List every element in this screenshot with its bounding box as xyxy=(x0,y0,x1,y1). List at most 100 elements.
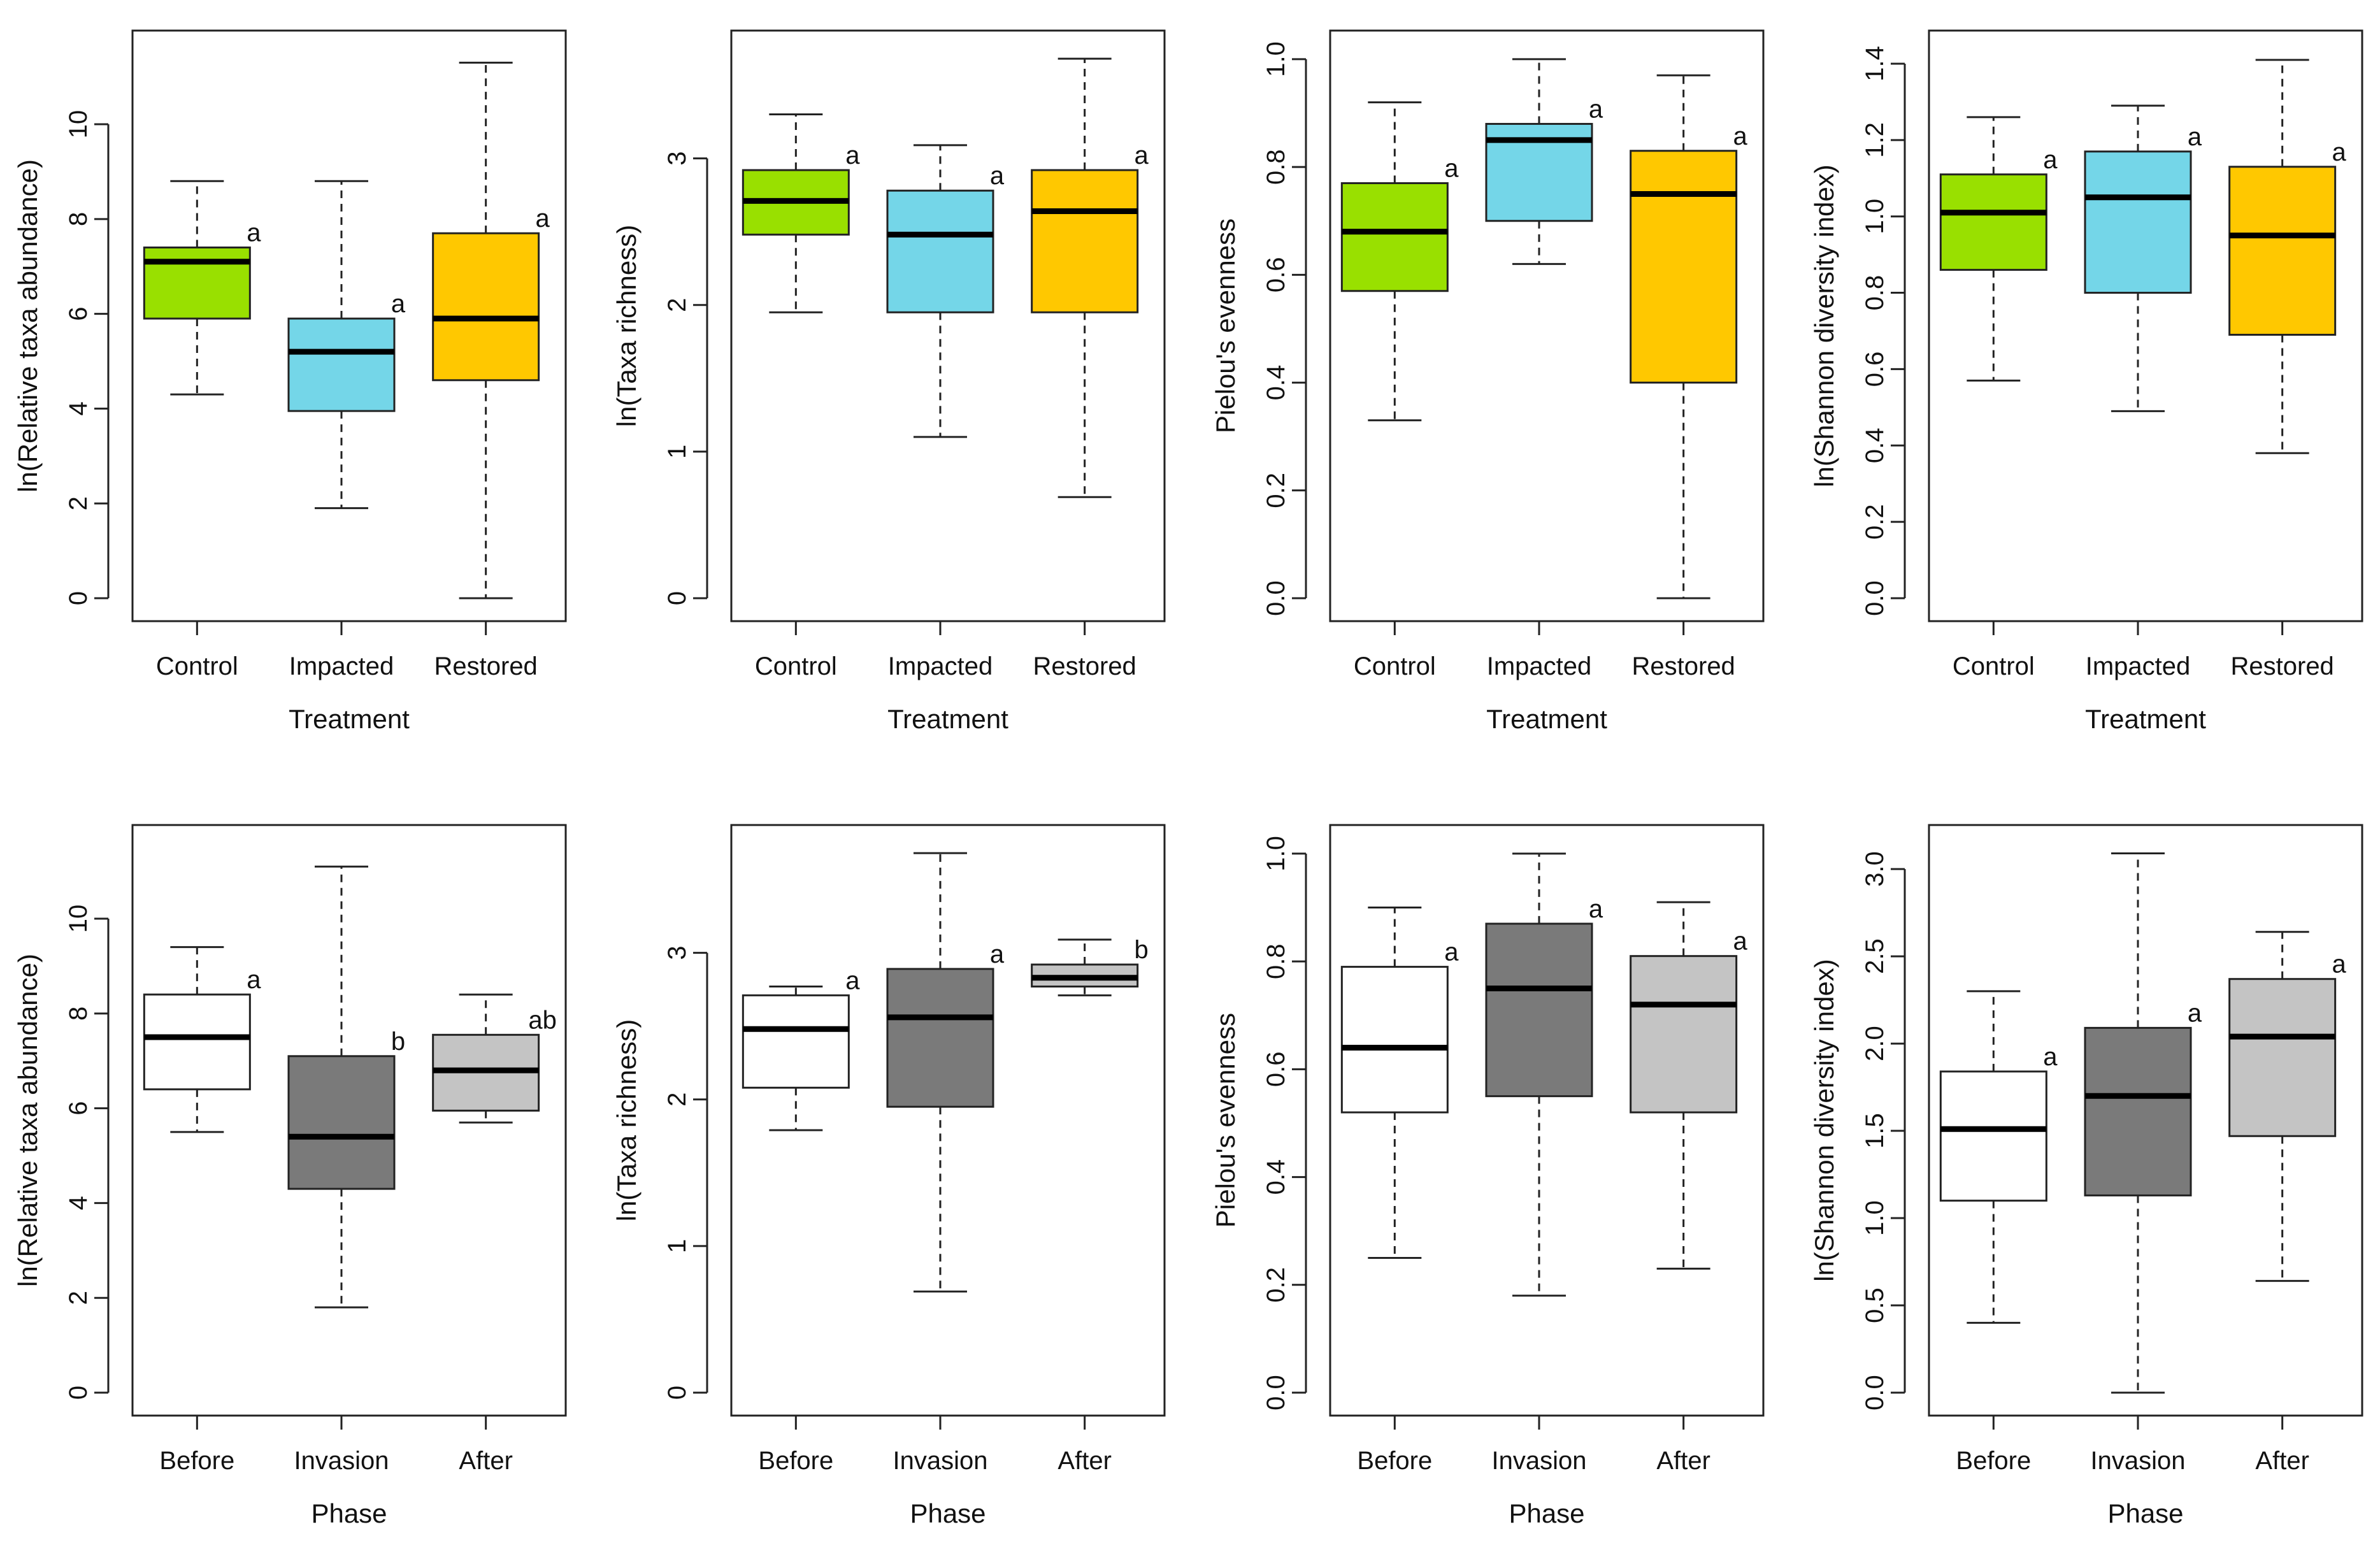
y-tick-label: 0.6 xyxy=(1861,352,1889,387)
y-tick-label: 10 xyxy=(64,110,92,139)
significance-label: a xyxy=(2332,138,2347,166)
box-restored: a xyxy=(1031,57,1149,498)
y-tick-label: 1 xyxy=(663,1239,691,1253)
significance-label: a xyxy=(2188,999,2202,1027)
y-tick-label: 0 xyxy=(64,591,92,605)
panel-7: 0.0 0.2 0.4 0.6 0.8 1.0 Pielou's evenness Befor… xyxy=(1210,824,1765,1528)
significance-label: a xyxy=(2332,951,2347,979)
box-control: a xyxy=(1939,116,2058,382)
significance-label: a xyxy=(391,290,406,318)
significance-label: a xyxy=(845,966,860,994)
box-after: ab xyxy=(432,993,557,1124)
x-tick-label: Before xyxy=(159,1447,234,1475)
box-impacted: a xyxy=(287,180,406,510)
box-invasion: b xyxy=(287,865,405,1309)
box-impacted: a xyxy=(1485,58,1603,265)
significance-label: a xyxy=(1589,895,1603,923)
x-axis-title: Phase xyxy=(910,1498,986,1528)
y-tick-label: 0.0 xyxy=(1262,1375,1290,1410)
significance-label: a xyxy=(1135,141,1149,169)
significance-label: a xyxy=(845,141,860,169)
panel-2: 0 1 2 3 ln(Taxa richness) Control Impacted Rest… xyxy=(612,29,1166,734)
significance-label: a xyxy=(247,966,261,994)
y-tick-label: 1.5 xyxy=(1861,1113,1889,1149)
y-axis-title: ln(Taxa richness) xyxy=(612,225,642,427)
iqr-box xyxy=(1630,955,1738,1114)
x-tick-label: Impacted xyxy=(2086,652,2191,680)
panel-5: 0 2 4 6 8 10 ln(Relative taxa abundance) Before… xyxy=(13,824,567,1528)
iqr-box xyxy=(1031,169,1139,313)
box-invasion: a xyxy=(886,852,1005,1293)
box-after: a xyxy=(1630,901,1748,1270)
x-tick-label: Impacted xyxy=(888,652,993,680)
y-axis-title: ln(Taxa richness) xyxy=(612,1019,642,1221)
panel-6: 0 1 2 3 ln(Taxa richness) Before Invasion After… xyxy=(612,824,1166,1528)
y-tick-label: 0 xyxy=(663,591,691,605)
y-tick-label: 0.8 xyxy=(1262,944,1290,979)
y-tick-label: 6 xyxy=(64,306,92,320)
y-tick-label: 0 xyxy=(64,1386,92,1400)
y-tick-label: 6 xyxy=(64,1101,92,1115)
y-tick-label: 2 xyxy=(64,496,92,510)
plot-frame xyxy=(1329,29,1765,622)
significance-label: a xyxy=(2188,123,2202,151)
plot-frame xyxy=(730,824,1166,1417)
x-tick-label: Invasion xyxy=(1492,1447,1587,1475)
y-tick-label: 2.0 xyxy=(1861,1026,1889,1061)
iqr-box xyxy=(287,317,396,412)
significance-label: a xyxy=(247,219,261,247)
y-tick-label: 0.0 xyxy=(1262,580,1290,616)
y-tick-label: 3 xyxy=(663,151,691,165)
iqr-box xyxy=(1630,150,1738,384)
box-after: a xyxy=(2228,931,2347,1282)
x-tick-label: Before xyxy=(758,1447,833,1475)
y-tick-label: 1.0 xyxy=(1861,1200,1889,1236)
box-before: a xyxy=(143,946,261,1133)
x-axis-title: Phase xyxy=(311,1498,387,1528)
y-tick-label: 0.2 xyxy=(1262,1267,1290,1303)
x-tick-label: Invasion xyxy=(2091,1447,2186,1475)
x-tick-label: Control xyxy=(1953,652,2035,680)
box-restored: a xyxy=(1630,74,1748,599)
significance-label: a xyxy=(990,940,1005,968)
y-tick-label: 1.2 xyxy=(1861,122,1889,158)
x-tick-label: Restored xyxy=(434,652,538,680)
x-tick-label: Impacted xyxy=(1487,652,1592,680)
y-tick-label: 2 xyxy=(663,1093,691,1107)
y-tick-label: 0.8 xyxy=(1262,149,1290,185)
panel-4: 0.0 0.2 0.4 0.6 0.8 1.0 1.2 1.4 ln(Shannon diver… xyxy=(1809,29,2363,734)
iqr-box xyxy=(1939,173,2047,271)
y-tick-label: 1 xyxy=(663,445,691,459)
y-tick-label: 0.4 xyxy=(1262,365,1290,401)
iqr-box xyxy=(143,993,251,1091)
x-axis-title: Treatment xyxy=(887,704,1008,734)
box-invasion: a xyxy=(1485,852,1603,1297)
y-tick-label: 0.5 xyxy=(1861,1288,1889,1323)
x-tick-label: Before xyxy=(1357,1447,1432,1475)
y-tick-label: 0.6 xyxy=(1262,1052,1290,1087)
x-tick-label: Control xyxy=(755,652,837,680)
box-control: a xyxy=(143,180,261,396)
x-axis-title: Phase xyxy=(1509,1498,1584,1528)
significance-label: a xyxy=(1444,155,1459,183)
iqr-box xyxy=(1485,922,1593,1098)
x-tick-label: Invasion xyxy=(893,1447,988,1475)
x-tick-label: Invasion xyxy=(294,1447,389,1475)
x-tick-label: Impacted xyxy=(289,652,394,680)
significance-label: a xyxy=(1733,122,1748,150)
y-tick-label: 8 xyxy=(64,212,92,226)
x-tick-label: Before xyxy=(1956,1447,2031,1475)
box-restored: a xyxy=(432,61,550,599)
significance-label: a xyxy=(1733,928,1748,956)
x-tick-label: After xyxy=(2255,1447,2309,1475)
y-tick-label: 2.5 xyxy=(1861,938,1889,974)
x-tick-label: After xyxy=(459,1447,512,1475)
y-tick-label: 10 xyxy=(64,905,92,933)
iqr-box xyxy=(1340,966,1449,1114)
significance-label: a xyxy=(2043,1043,2058,1071)
box-control: a xyxy=(1340,101,1459,422)
panel-1: 0 2 4 6 8 10 ln(Relative taxa abundance) Contro… xyxy=(13,29,567,734)
y-axis-title: ln(Relative taxa abundance) xyxy=(13,954,43,1287)
iqr-box xyxy=(432,232,540,382)
